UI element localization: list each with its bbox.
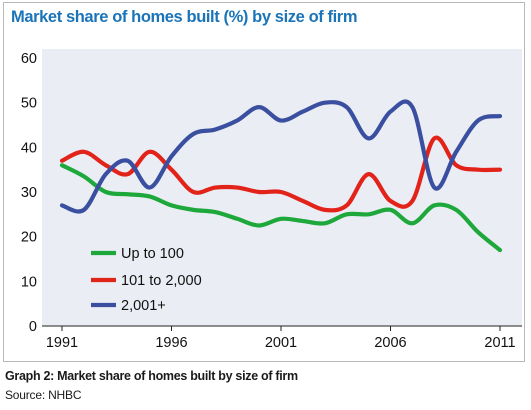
x-tick-label: 2006 bbox=[374, 335, 406, 351]
y-tick-label: 0 bbox=[29, 319, 37, 335]
y-tick-label: 50 bbox=[21, 96, 37, 112]
y-tick-label: 60 bbox=[21, 51, 37, 67]
figure-source: Source: NHBC bbox=[5, 388, 82, 402]
y-tick-label: 40 bbox=[21, 140, 37, 156]
x-tick-label: 2011 bbox=[484, 335, 515, 351]
x-tick-label: 1991 bbox=[46, 335, 78, 351]
legend-label-2-001: 2,001+ bbox=[121, 298, 166, 314]
axes: 0 10 20 30 40 50 60 1991 1996 2001 2006 2011 bbox=[21, 51, 522, 351]
y-tick-label: 30 bbox=[21, 185, 37, 201]
chart-title: Market share of homes built (%) by size … bbox=[11, 8, 358, 26]
legend: Up to 100 101 to 2,000 2,001+ bbox=[91, 246, 202, 314]
plot-area bbox=[42, 49, 522, 326]
legend-label-101-to-2-000: 101 to 2,000 bbox=[121, 273, 202, 289]
y-tick-label: 20 bbox=[21, 230, 37, 246]
series-line-101-to-2-000 bbox=[59, 135, 503, 213]
series-line-2-001 bbox=[59, 99, 503, 214]
figure-caption: Graph 2: Market share of homes built by … bbox=[5, 369, 298, 383]
series-line-up-to-100 bbox=[59, 163, 503, 253]
line-chart: 0 10 20 30 40 50 60 1991 1996 2001 2006 2011 Up to … bbox=[21, 51, 522, 351]
series-lines bbox=[59, 99, 503, 253]
y-tick-label: 10 bbox=[21, 274, 37, 290]
x-tick-label: 1996 bbox=[155, 335, 187, 351]
legend-label-up-to-100: Up to 100 bbox=[121, 246, 184, 262]
x-tick-label: 2001 bbox=[265, 335, 297, 351]
